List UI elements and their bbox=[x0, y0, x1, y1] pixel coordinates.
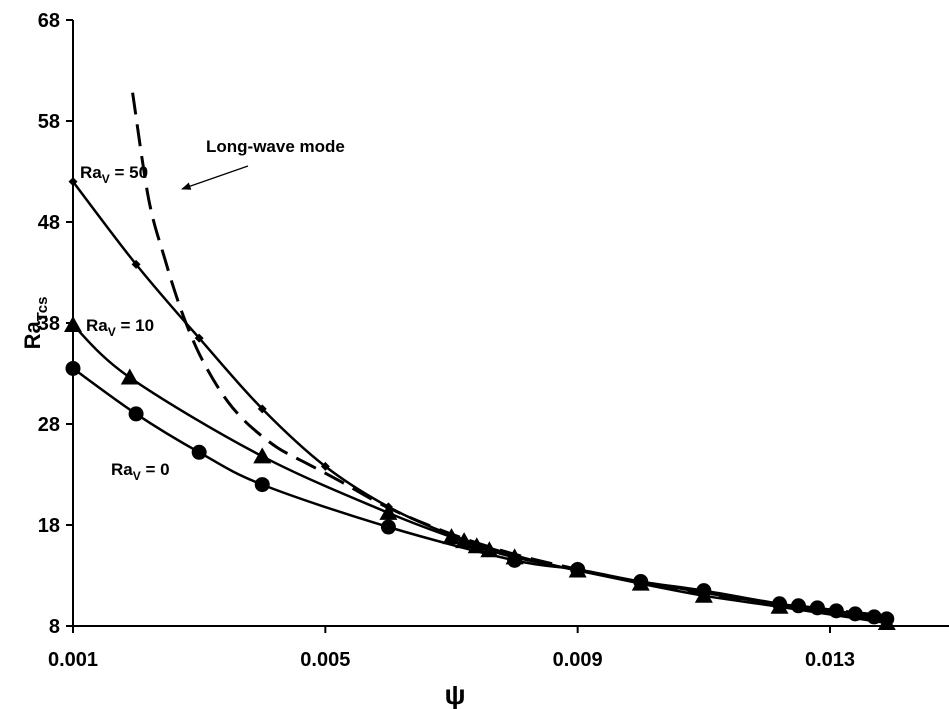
point-circle-rav0 bbox=[380, 519, 396, 535]
y-axis-title: RaTcs bbox=[20, 297, 51, 350]
x-tick-label: 0.005 bbox=[300, 649, 350, 671]
point-triangle-rav10 bbox=[480, 541, 499, 558]
point-circle-rav0 bbox=[847, 606, 863, 622]
point-diamond-rav50 bbox=[257, 404, 267, 414]
point-circle-rav0 bbox=[128, 406, 144, 422]
label-rav-50: RaV = 50 bbox=[80, 163, 148, 186]
series-line-rav0 bbox=[72, 367, 887, 621]
y-tick-label: 68 bbox=[38, 10, 60, 32]
point-circle-rav0 bbox=[809, 600, 825, 616]
y-tick-label: 28 bbox=[38, 414, 60, 436]
point-diamond-rav50 bbox=[699, 588, 709, 598]
point-triangle-rav10 bbox=[379, 503, 398, 520]
annotation-layer: Long-wave mode RaV = 50 RaV = 10 RaV = 0 bbox=[80, 137, 345, 483]
point-diamond-rav50 bbox=[320, 461, 330, 471]
point-triangle-rav10 bbox=[120, 368, 139, 385]
point-triangle-rav10 bbox=[64, 316, 82, 333]
y-tick-label: 58 bbox=[38, 111, 60, 133]
x-tick-label: 0.009 bbox=[553, 649, 603, 671]
series-line-rav50 bbox=[72, 180, 887, 623]
y-tick-label: 8 bbox=[49, 616, 60, 638]
markers-layer bbox=[64, 177, 896, 630]
point-triangle-rav10 bbox=[253, 447, 272, 464]
point-diamond-rav50 bbox=[447, 530, 456, 540]
long-wave-label: Long-wave mode bbox=[206, 137, 345, 156]
point-diamond-rav50 bbox=[68, 177, 78, 187]
point-diamond-rav50 bbox=[383, 502, 393, 512]
point-triangle-rav10 bbox=[467, 537, 486, 554]
x-tick-label: 0.013 bbox=[805, 649, 855, 671]
x-tick-label: 0.001 bbox=[48, 649, 98, 671]
point-circle-rav0 bbox=[254, 477, 270, 493]
x-axis-title: ψ bbox=[444, 679, 465, 709]
label-rav-10: RaV = 10 bbox=[86, 316, 154, 339]
y-tick-label: 18 bbox=[38, 515, 60, 537]
point-diamond-rav50 bbox=[510, 550, 520, 560]
point-diamond-rav50 bbox=[573, 565, 583, 575]
y-tick-label: 48 bbox=[38, 212, 60, 234]
axes-layer: 8 18 28 38 48 58 68 0.001 0.005 0.009 0.013 ψ RaTcs bbox=[20, 10, 949, 709]
point-diamond-rav50 bbox=[882, 616, 892, 626]
series-line-rav10 bbox=[72, 324, 887, 625]
point-triangle-rav10 bbox=[455, 532, 474, 549]
long-wave-arrow bbox=[181, 165, 249, 190]
point-circle-rav0 bbox=[191, 444, 207, 460]
label-rav-0: RaV = 0 bbox=[111, 460, 170, 483]
point-diamond-rav50 bbox=[131, 259, 141, 269]
point-circle-rav0 bbox=[866, 609, 882, 625]
point-circle-rav0 bbox=[790, 598, 806, 614]
y-tick-label: 38 bbox=[38, 313, 60, 335]
point-circle-rav0 bbox=[828, 603, 844, 619]
point-diamond-rav50 bbox=[775, 600, 785, 610]
point-circle-rav0 bbox=[65, 360, 81, 376]
point-diamond-rav50 bbox=[194, 333, 204, 343]
point-diamond-rav50 bbox=[636, 577, 646, 587]
series-line-long_wave bbox=[131, 92, 887, 618]
